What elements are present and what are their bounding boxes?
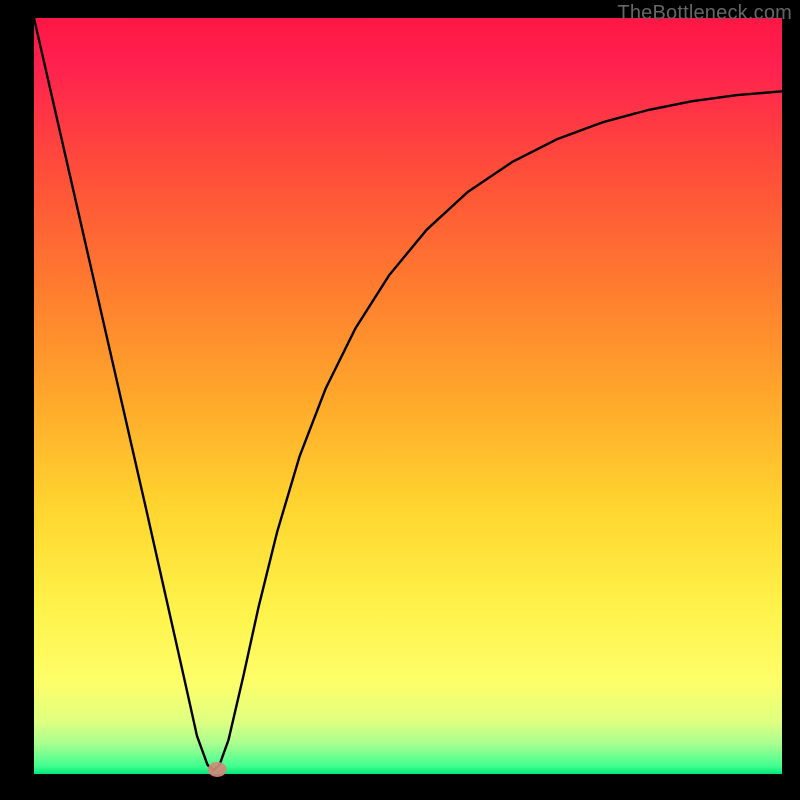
chart-canvas: [0, 0, 800, 800]
min-point-marker: [208, 762, 226, 776]
plot-area: [34, 18, 782, 774]
